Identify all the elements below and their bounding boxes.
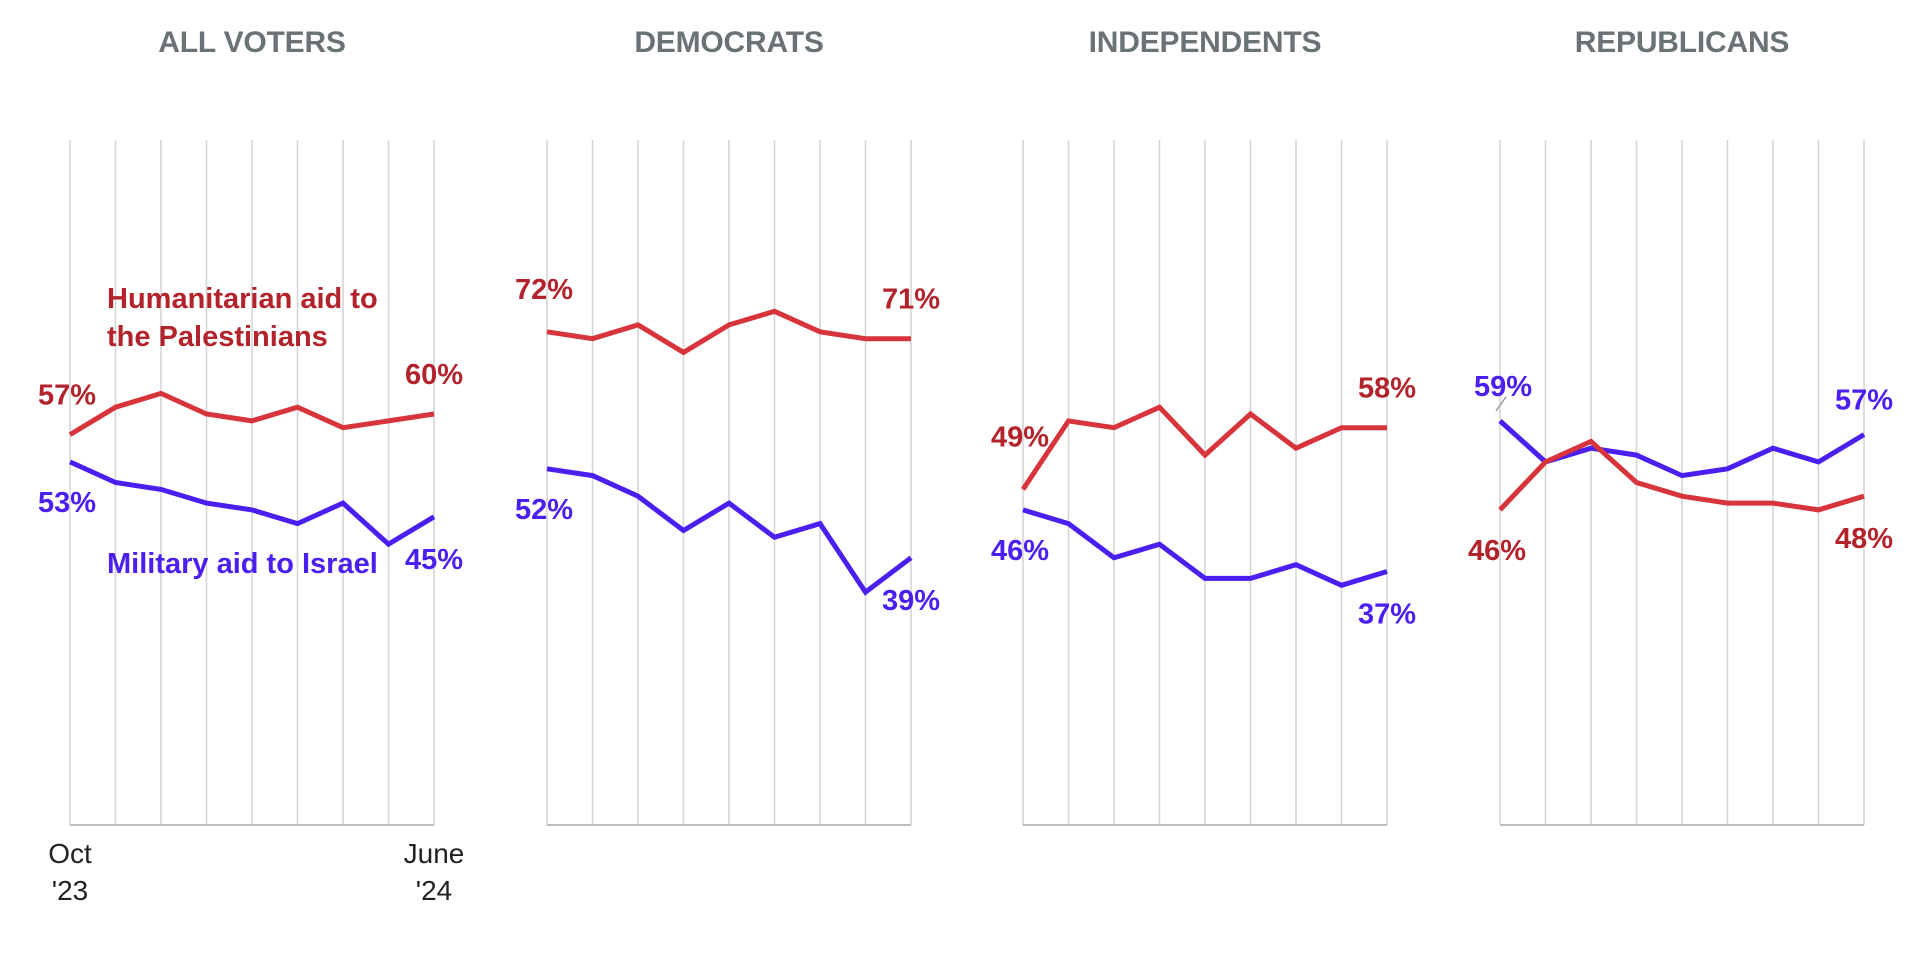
gridlines xyxy=(1022,140,1388,825)
x-tick-label-end: '24 xyxy=(416,875,453,906)
x-tick-label-end: June xyxy=(404,838,465,869)
series-line-military xyxy=(68,459,436,548)
end-value-label-humanitarian: 58% xyxy=(1358,373,1416,405)
series-line-military xyxy=(1022,507,1388,588)
end-value-label-humanitarian: 71% xyxy=(882,284,940,316)
panel-title: ALL VOTERS xyxy=(158,26,345,59)
series-label-humanitarian: Humanitarian aid to xyxy=(107,283,378,315)
start-value-label-military: 53% xyxy=(38,487,96,519)
end-value-label-military: 37% xyxy=(1358,599,1416,631)
series-line-military xyxy=(546,466,913,596)
end-value-label-military: 45% xyxy=(405,544,463,576)
series-line-humanitarian xyxy=(68,390,435,437)
x-tick-label-start: '23 xyxy=(52,875,89,906)
series-line-humanitarian xyxy=(1498,438,1865,513)
gridlines xyxy=(69,140,435,825)
panel-title: INDEPENDENTS xyxy=(1089,26,1322,59)
start-value-label-humanitarian: 46% xyxy=(1468,535,1526,567)
gridlines xyxy=(1499,140,1865,825)
start-value-label-military: 52% xyxy=(515,494,573,526)
start-value-label-military: 59% xyxy=(1474,371,1532,403)
series-line-humanitarian xyxy=(1020,404,1387,491)
end-value-label-military: 39% xyxy=(882,585,940,617)
panel-democrats: DEMOCRATS 72% 71% 52% 39% xyxy=(515,26,940,826)
series-line-humanitarian xyxy=(546,308,911,356)
panel-all-voters: ALL VOTERS 57% 60% 53% 45% Humanitarian aid t… xyxy=(38,26,464,906)
x-tick-label-start: Oct xyxy=(48,838,92,869)
series-label-humanitarian: the Palestinians xyxy=(107,321,328,353)
start-value-label-humanitarian: 72% xyxy=(515,274,573,306)
panel-independents: INDEPENDENTS 49% 58% 46% 37% xyxy=(991,26,1416,826)
panel-title: REPUBLICANS xyxy=(1575,26,1789,59)
start-value-label-humanitarian: 57% xyxy=(38,380,96,412)
end-value-label-humanitarian: 48% xyxy=(1835,523,1893,555)
end-value-label-humanitarian: 60% xyxy=(405,359,463,391)
start-value-label-military: 46% xyxy=(991,535,1049,567)
start-value-label-humanitarian: 49% xyxy=(991,421,1049,453)
end-value-label-military: 57% xyxy=(1835,385,1893,417)
gridlines xyxy=(546,140,912,825)
label-leader-line xyxy=(1495,396,1507,412)
series-label-military: Military aid to Israel xyxy=(107,548,378,580)
panel-republicans: REPUBLICANS 59% 57% 46% 48% xyxy=(1468,26,1893,826)
panel-title: DEMOCRATS xyxy=(634,26,823,59)
